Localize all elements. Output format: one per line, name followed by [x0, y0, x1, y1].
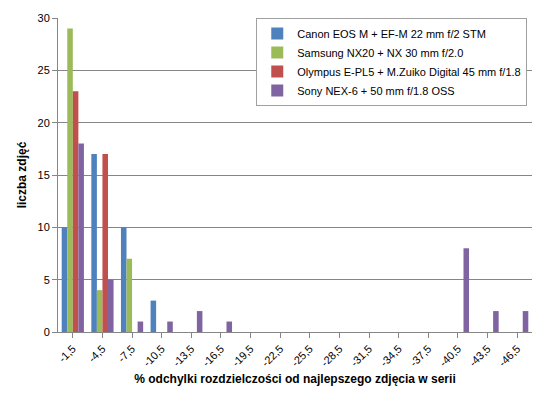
- svg-text:-34,5: -34,5: [378, 343, 404, 369]
- svg-text:-43,5: -43,5: [467, 343, 493, 369]
- svg-text:-1,5: -1,5: [56, 343, 78, 365]
- svg-text:-28,5: -28,5: [319, 343, 345, 369]
- svg-text:liczba zdjęć: liczba zdjęć: [15, 141, 29, 208]
- svg-text:25: 25: [38, 64, 50, 76]
- svg-text:-25,5: -25,5: [289, 343, 315, 369]
- svg-text:-16,5: -16,5: [200, 343, 226, 369]
- svg-text:-40,5: -40,5: [437, 343, 463, 369]
- svg-text:% odchylki rozdzielczości od n: % odchylki rozdzielczości od najlepszego…: [134, 372, 455, 386]
- svg-text:15: 15: [38, 169, 50, 181]
- svg-text:-4,5: -4,5: [86, 343, 108, 365]
- svg-text:-10,5: -10,5: [141, 343, 167, 369]
- svg-text:10: 10: [38, 221, 50, 233]
- svg-text:30: 30: [38, 12, 50, 24]
- svg-text:-46,5: -46,5: [496, 343, 522, 369]
- svg-text:-31,5: -31,5: [348, 343, 374, 369]
- svg-text:Olympus E-PL5 + M.Zuiko Digita: Olympus E-PL5 + M.Zuiko Digital 45 mm f/…: [297, 66, 520, 78]
- svg-text:20: 20: [38, 117, 50, 129]
- svg-text:-19,5: -19,5: [230, 343, 256, 369]
- svg-text:-13,5: -13,5: [170, 343, 196, 369]
- svg-text:Canon EOS M + EF-M 22 mm f/2 S: Canon EOS M + EF-M 22 mm f/2 STM: [297, 28, 486, 40]
- svg-text:-22,5: -22,5: [259, 343, 285, 369]
- svg-text:5: 5: [44, 274, 50, 286]
- svg-text:Sony NEX-6 + 50 mm f/1.8 OSS: Sony NEX-6 + 50 mm f/1.8 OSS: [297, 85, 454, 97]
- svg-text:Samsung NX20 + NX 30 mm f/2.0: Samsung NX20 + NX 30 mm f/2.0: [297, 47, 463, 59]
- svg-text:-7,5: -7,5: [115, 343, 137, 365]
- svg-text:0: 0: [44, 326, 50, 338]
- svg-text:-37,5: -37,5: [407, 343, 433, 369]
